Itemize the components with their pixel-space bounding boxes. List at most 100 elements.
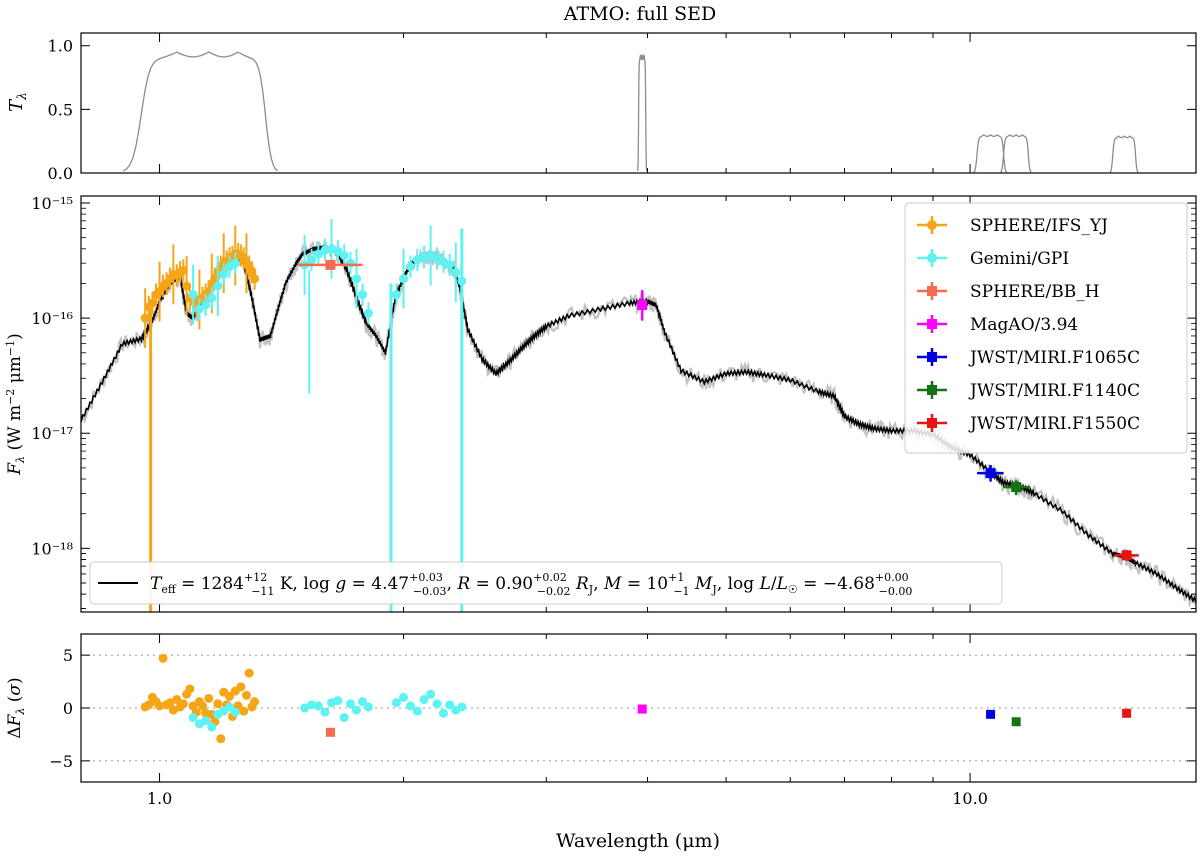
- data-point: [201, 300, 211, 310]
- residual-point: [1011, 717, 1021, 727]
- legend-label: JWST/MIRI.F1065C: [968, 348, 1140, 368]
- legend-marker: [927, 385, 937, 395]
- residual-point: [239, 706, 249, 716]
- data-point: [985, 468, 996, 479]
- legend-item: JWST/MIRI.F1550C: [917, 414, 1140, 434]
- residual-point: [213, 699, 223, 709]
- legend-item: SPHERE/BB_H: [917, 282, 1100, 302]
- residual-point: [432, 699, 442, 709]
- data-point: [213, 281, 223, 291]
- series-sphere-bb-h: [297, 259, 363, 270]
- y-tick-label: 0.0: [48, 164, 73, 183]
- residual-point: [207, 722, 217, 732]
- residual-point: [325, 727, 335, 737]
- legend-label: Gemini/GPI: [970, 249, 1069, 269]
- legend-label: SPHERE/IFS_YJ: [970, 216, 1108, 236]
- residual-series: [1011, 717, 1021, 727]
- legend-item: Gemini/GPI: [917, 249, 1069, 269]
- filter-curve: [973, 133, 1008, 173]
- model-label: Teff = 1284+12 −11 K, log g = 4.47+0.03 −0…: [150, 571, 912, 598]
- residual-point: [358, 697, 368, 707]
- series-magao-3-94: [637, 290, 648, 321]
- data-point: [147, 298, 157, 308]
- legend-label: JWST/MIRI.F1550C: [968, 414, 1140, 434]
- model-label-frame: [89, 561, 1003, 605]
- residual-point: [419, 695, 429, 705]
- data-point: [352, 274, 362, 284]
- data-point: [325, 259, 336, 270]
- data-point: [363, 308, 373, 318]
- y-tick-label: 5: [63, 646, 73, 665]
- data-point: [178, 265, 188, 275]
- y-tick-label: 10⁻¹⁷: [31, 424, 73, 443]
- legend-label: MagAO/3.94: [970, 315, 1078, 335]
- x-axis-label: Wavelength (μm): [556, 830, 720, 852]
- legend-item: JWST/MIRI.F1065C: [917, 348, 1140, 368]
- residual-point: [313, 701, 323, 711]
- legend-marker: [927, 253, 937, 263]
- data-point: [412, 255, 422, 265]
- residual-point: [158, 653, 168, 663]
- x-tick-label: 1.0: [147, 789, 172, 808]
- residual-point: [185, 684, 195, 694]
- residual-series: [986, 709, 996, 719]
- series-jwst-miri-f1550c: [1113, 549, 1139, 561]
- residual-series: [140, 653, 260, 744]
- residual-point: [155, 701, 165, 711]
- residual-point: [457, 702, 467, 712]
- residual-point: [236, 682, 246, 692]
- residual-point: [307, 700, 317, 710]
- filter-panel-frame: [80, 32, 1197, 174]
- legend-marker: [927, 352, 937, 362]
- legend-label: SPHERE/BB_H: [970, 282, 1100, 302]
- legend-label: JWST/MIRI.F1140C: [968, 381, 1140, 401]
- residual-point: [438, 708, 448, 718]
- residual-point: [426, 689, 436, 699]
- residual-point: [391, 698, 401, 708]
- residual-point: [168, 705, 178, 715]
- sed-ylabel: Fλ (W m−2 μm−1): [4, 333, 27, 475]
- residual-point: [241, 690, 251, 700]
- model-label-box: Teff = 1284+12 −11 K, log g = 4.47+0.03 −0…: [89, 561, 1003, 605]
- y-tick-label: 10⁻¹⁶: [31, 309, 73, 328]
- residual-point: [225, 691, 235, 701]
- residual-point: [300, 703, 310, 713]
- data-point: [313, 249, 323, 259]
- legend-item: SPHERE/IFS_YJ: [917, 216, 1108, 236]
- residual-point: [399, 692, 409, 702]
- data-point: [637, 299, 648, 310]
- chart-title: ATMO: full SED: [563, 3, 716, 25]
- legend-marker: [927, 220, 937, 230]
- residual-ylabel: ΔFλ (σ): [5, 677, 27, 738]
- data-point: [1011, 482, 1022, 493]
- y-tick-label: 0.5: [48, 100, 73, 119]
- sed-panel-frame: [80, 195, 1197, 613]
- legend-item: MagAO/3.94: [917, 315, 1078, 335]
- residual-series: [188, 689, 467, 732]
- residual-point: [188, 713, 198, 723]
- y-tick-label: 10⁻¹⁸: [31, 539, 73, 558]
- legend-item: JWST/MIRI.F1140C: [917, 381, 1140, 401]
- residual-panel: 1.0 10.0 −5 0 5 ΔFλ (σ): [5, 633, 1197, 808]
- data-point: [445, 260, 455, 270]
- residual-series: [1122, 708, 1132, 718]
- data-point: [307, 255, 317, 265]
- residual-point: [204, 693, 214, 703]
- sed-panel: 10⁻¹⁵ 10⁻¹⁶ 10⁻¹⁷ 10⁻¹⁸ Fλ (W m−2 μm−1) SPH…: [4, 194, 1197, 613]
- data-point: [339, 250, 349, 260]
- data-point: [1121, 550, 1132, 561]
- series-jwst-miri-f1065c: [977, 464, 1004, 482]
- residual-point: [198, 701, 208, 711]
- residual-point: [339, 713, 349, 723]
- data-point: [188, 290, 198, 300]
- data-point: [230, 258, 240, 268]
- filter-ylabel: Tλ: [6, 92, 29, 112]
- data-point: [391, 290, 401, 300]
- data-point: [219, 269, 229, 279]
- legend-marker: [927, 286, 937, 296]
- y-tick-label: 1.0: [48, 37, 73, 56]
- residual-point: [352, 705, 362, 715]
- filter-curve: [637, 54, 648, 172]
